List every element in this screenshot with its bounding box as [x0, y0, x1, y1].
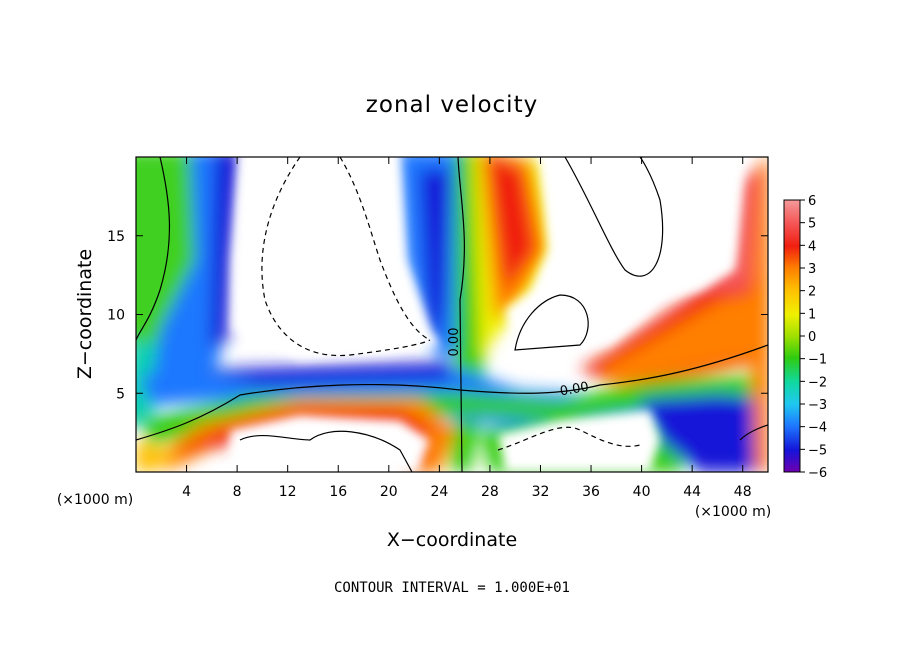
colorbar-tick-label: −4	[808, 421, 827, 436]
colorbar-tick-label: 1	[808, 307, 816, 322]
y-axis-label: Z−coordinate	[74, 249, 96, 379]
y-tick-label: 10	[107, 308, 125, 324]
contour-label: 0.00	[447, 328, 462, 357]
colorbar-tick-label: −5	[808, 443, 827, 458]
contour-lines	[136, 157, 768, 472]
x-unit-label-left: (×1000 m)	[57, 492, 133, 508]
colorbar-tick-label: −2	[808, 375, 827, 390]
x-tick-label: 32	[532, 484, 550, 500]
x-tick-label: 12	[279, 484, 297, 500]
x-tick-labels: 4 8 12 16 20 24 28 32 36 40 44 48	[182, 484, 752, 500]
x-tick-label: 20	[380, 484, 398, 500]
chart-title: zonal velocity	[366, 92, 538, 118]
colorbar-tick-label: −1	[808, 353, 827, 368]
plot-frame	[135, 156, 769, 473]
contour-label: 0.00	[559, 380, 590, 400]
colorbar-tick-label: 4	[808, 239, 816, 254]
heatmap-field	[136, 157, 768, 472]
x-tick-label: 36	[582, 484, 600, 500]
y-tick-labels: 5 10 15	[107, 229, 125, 403]
x-axis-label: X−coordinate	[387, 529, 517, 551]
colorbar-tick-label: 6	[808, 194, 816, 209]
colorbar-tick-label: 5	[808, 217, 816, 232]
x-tick-label: 44	[683, 484, 701, 500]
x-tick-label: 8	[233, 484, 242, 500]
colorbar-scale	[783, 199, 801, 473]
x-tick-label: 24	[430, 484, 448, 500]
contour-interval-note: CONTOUR INTERVAL = 1.000E+01	[334, 580, 570, 596]
y-tick-label: 15	[107, 229, 125, 245]
colorbar-tick-label: 2	[808, 285, 816, 300]
colorbar-tick-label: −3	[808, 398, 827, 413]
colorbar-tick-label: 3	[808, 262, 816, 277]
x-tick-label: 28	[481, 484, 499, 500]
x-tick-label: 4	[182, 484, 191, 500]
colorbar: 6 5 4 3 2 1 0 −1 −2 −3 −4 −5 −6	[783, 194, 827, 481]
x-tick-label: 16	[329, 484, 347, 500]
y-tick-label: 5	[116, 386, 125, 402]
colorbar-tick-label: 0	[808, 330, 816, 345]
x-tick-label: 40	[633, 484, 651, 500]
x-unit-label-right: (×1000 m)	[695, 504, 771, 520]
colorbar-tick-label: −6	[808, 466, 827, 481]
x-tick-label: 48	[734, 484, 752, 500]
